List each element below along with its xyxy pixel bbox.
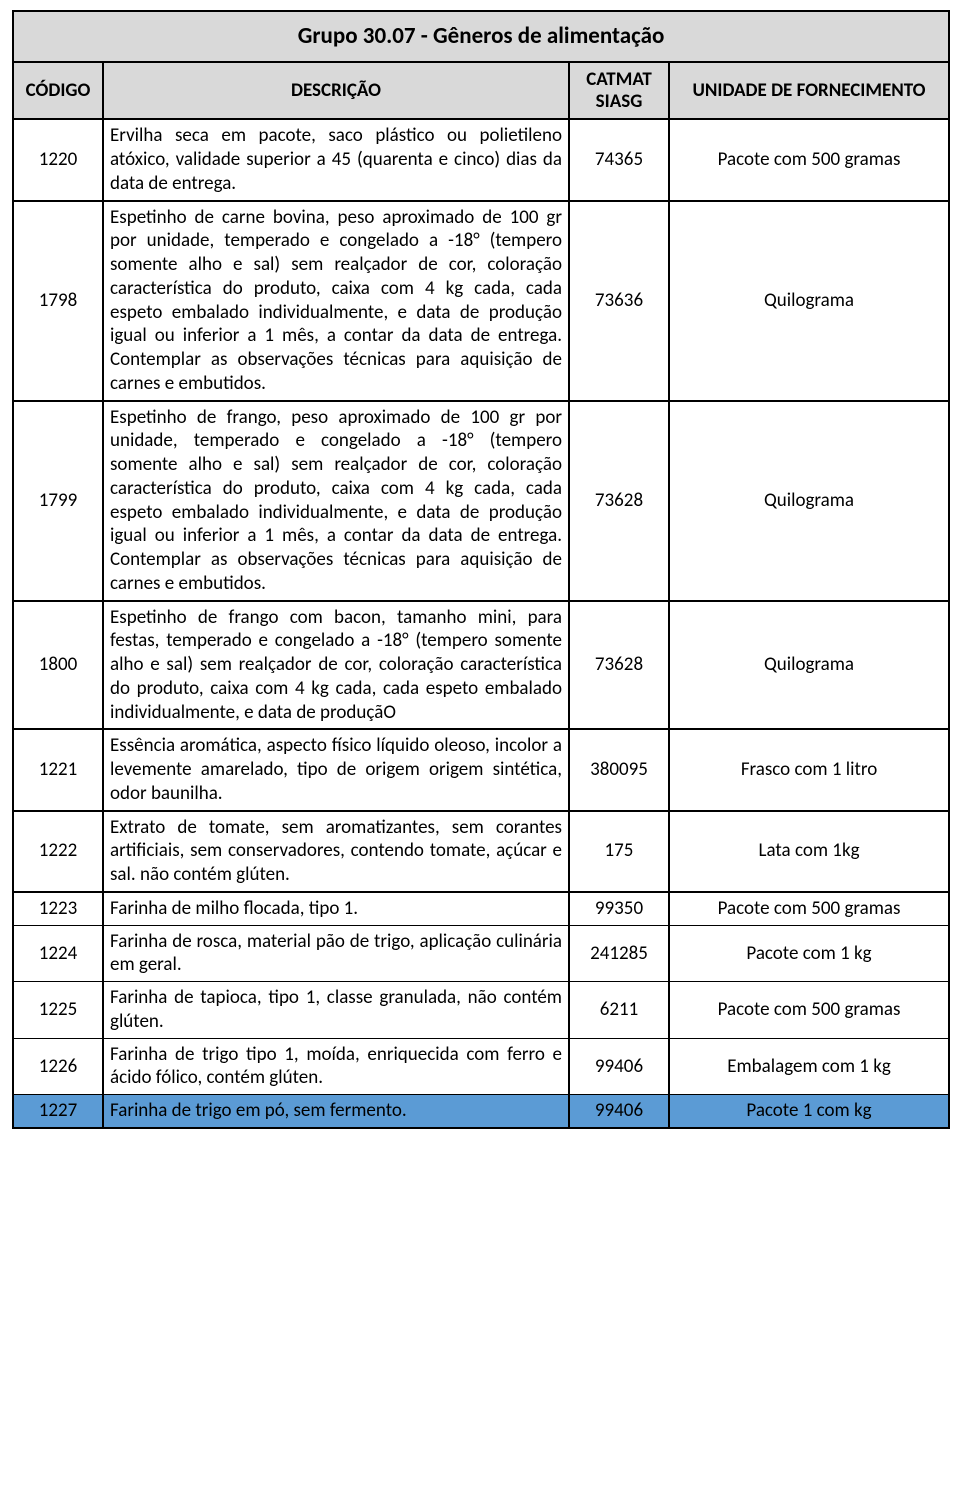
- table-row: 1225Farinha de tapioca, tipo 1, classe g…: [13, 982, 949, 1039]
- cell-descricao: Farinha de milho flocada, tipo 1.: [103, 892, 569, 925]
- table-row: 1221Essência aromática, aspecto físico l…: [13, 729, 949, 810]
- cell-unidade: Quilograma: [669, 601, 949, 730]
- header-row: CÓDIGO DESCRIÇÃO CATMAT SIASG UNIDADE DE…: [13, 62, 949, 120]
- cell-catmat: 99406: [569, 1038, 669, 1095]
- cell-catmat: 241285: [569, 925, 669, 982]
- header-catmat: CATMAT SIASG: [569, 62, 669, 120]
- table-row: 1227Farinha de trigo em pó, sem fermento…: [13, 1095, 949, 1128]
- cell-catmat: 74365: [569, 119, 669, 200]
- table-body: 1220Ervilha seca em pacote, saco plástic…: [13, 119, 949, 1128]
- cell-codigo: 1223: [13, 892, 103, 925]
- cell-unidade: Frasco com 1 litro: [669, 729, 949, 810]
- data-table: Grupo 30.07 - Gêneros de alimentação CÓD…: [12, 10, 950, 1129]
- table-row: 1222Extrato de tomate, sem aromatizantes…: [13, 811, 949, 892]
- cell-catmat: 73628: [569, 401, 669, 601]
- cell-codigo: 1221: [13, 729, 103, 810]
- cell-codigo: 1224: [13, 925, 103, 982]
- cell-catmat: 99406: [569, 1095, 669, 1128]
- cell-codigo: 1798: [13, 201, 103, 401]
- cell-unidade: Pacote com 500 gramas: [669, 982, 949, 1039]
- cell-descricao: Ervilha seca em pacote, saco plástico ou…: [103, 119, 569, 200]
- cell-codigo: 1799: [13, 401, 103, 601]
- table-row: 1224Farinha de rosca, material pão de tr…: [13, 925, 949, 982]
- cell-unidade: Pacote com 500 gramas: [669, 119, 949, 200]
- cell-catmat: 99350: [569, 892, 669, 925]
- cell-unidade: Quilograma: [669, 201, 949, 401]
- page-container: Grupo 30.07 - Gêneros de alimentação CÓD…: [0, 0, 960, 1139]
- cell-descricao: Farinha de trigo em pó, sem fermento.: [103, 1095, 569, 1128]
- cell-codigo: 1800: [13, 601, 103, 730]
- cell-descricao: Farinha de trigo tipo 1, moída, enriquec…: [103, 1038, 569, 1095]
- cell-catmat: 6211: [569, 982, 669, 1039]
- table-row: 1220Ervilha seca em pacote, saco plástic…: [13, 119, 949, 200]
- table-row: 1223Farinha de milho flocada, tipo 1.993…: [13, 892, 949, 925]
- cell-descricao: Extrato de tomate, sem aromatizantes, se…: [103, 811, 569, 892]
- cell-descricao: Farinha de tapioca, tipo 1, classe granu…: [103, 982, 569, 1039]
- cell-unidade: Embalagem com 1 kg: [669, 1038, 949, 1095]
- cell-catmat: 73636: [569, 201, 669, 401]
- cell-catmat: 380095: [569, 729, 669, 810]
- cell-unidade: Quilograma: [669, 401, 949, 601]
- cell-codigo: 1226: [13, 1038, 103, 1095]
- table-row: 1798Espetinho de carne bovina, peso apro…: [13, 201, 949, 401]
- cell-codigo: 1222: [13, 811, 103, 892]
- header-catmat-line1: CATMAT: [586, 68, 652, 91]
- header-codigo: CÓDIGO: [13, 62, 103, 120]
- cell-catmat: 73628: [569, 601, 669, 730]
- title-row: Grupo 30.07 - Gêneros de alimentação: [13, 11, 949, 62]
- cell-unidade: Pacote com 500 gramas: [669, 892, 949, 925]
- cell-descricao: Espetinho de frango, peso aproximado de …: [103, 401, 569, 601]
- cell-descricao: Essência aromática, aspecto físico líqui…: [103, 729, 569, 810]
- header-descricao: DESCRIÇÃO: [103, 62, 569, 120]
- cell-catmat: 175: [569, 811, 669, 892]
- table-row: 1800Espetinho de frango com bacon, taman…: [13, 601, 949, 730]
- header-unidade: UNIDADE DE FORNECIMENTO: [669, 62, 949, 120]
- table-row: 1799Espetinho de frango, peso aproximado…: [13, 401, 949, 601]
- cell-codigo: 1220: [13, 119, 103, 200]
- cell-descricao: Espetinho de frango com bacon, tamanho m…: [103, 601, 569, 730]
- cell-codigo: 1227: [13, 1095, 103, 1128]
- table-row: 1226Farinha de trigo tipo 1, moída, enri…: [13, 1038, 949, 1095]
- cell-unidade: Pacote 1 com kg: [669, 1095, 949, 1128]
- table-title: Grupo 30.07 - Gêneros de alimentação: [13, 11, 949, 62]
- cell-descricao: Espetinho de carne bovina, peso aproxima…: [103, 201, 569, 401]
- cell-codigo: 1225: [13, 982, 103, 1039]
- cell-descricao: Farinha de rosca, material pão de trigo,…: [103, 925, 569, 982]
- header-catmat-line2: SIASG: [596, 90, 643, 113]
- cell-unidade: Lata com 1kg: [669, 811, 949, 892]
- cell-unidade: Pacote com 1 kg: [669, 925, 949, 982]
